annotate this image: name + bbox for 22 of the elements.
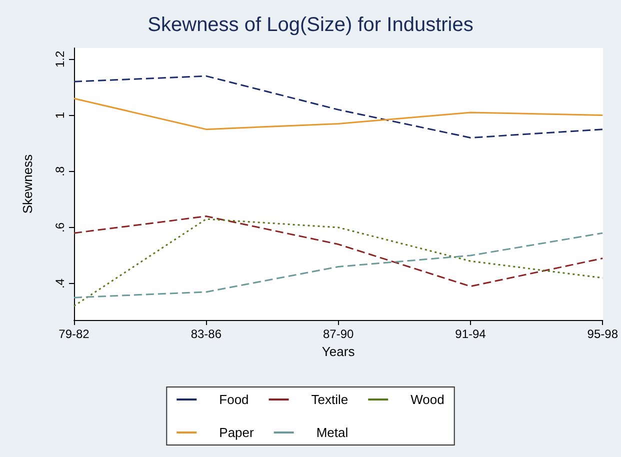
y-tick-label: .4	[53, 278, 67, 289]
x-tick-label: 91-94	[455, 327, 486, 341]
legend-label: Textile	[311, 392, 348, 407]
line-series	[73, 215, 604, 288]
y-tick-label: .8	[53, 166, 67, 176]
legend-label: Food	[219, 392, 249, 407]
legend-label: Metal	[316, 425, 348, 440]
y-tick-label: 1	[53, 112, 67, 119]
x-axis-title: Years	[322, 344, 356, 359]
line-series	[73, 75, 604, 138]
y-tick-label: 1.2	[53, 50, 67, 68]
chart-title: Skewness of Log(Size) for Industries	[148, 14, 474, 36]
y-axis-title: Skewness	[20, 154, 35, 214]
x-tick-label: 95-98	[587, 327, 618, 341]
legend-label: Paper	[219, 425, 255, 440]
x-tick-label: 79-82	[58, 327, 90, 341]
line-series	[73, 232, 604, 298]
legend-label: Wood	[410, 392, 444, 407]
y-tick-label: .6	[53, 222, 67, 232]
x-tick-label: 83-86	[190, 327, 222, 341]
line-series	[73, 98, 604, 130]
x-tick-label: 87-90	[322, 327, 354, 341]
